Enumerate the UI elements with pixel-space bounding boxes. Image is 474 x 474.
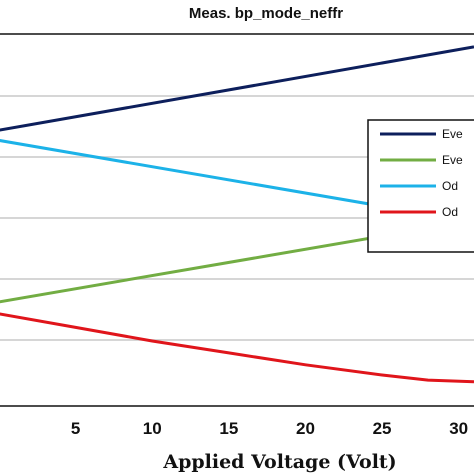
legend: Eve Eve Od Od [367,119,474,253]
legend-label-3: Od [442,179,458,193]
x-axis-label: Applied Voltage (Volt) [162,451,396,473]
x-tick-label: 30 [449,419,468,438]
plot-area [0,33,474,407]
series-line-4 [0,312,474,384]
x-tick-label: 15 [219,419,238,438]
chart-title: Meas. bp_mode_neffr [189,5,343,22]
series-line-1 [0,45,474,132]
legend-label-4: Od [442,205,458,219]
x-ticks: 5 10 15 20 25 30 [71,419,468,438]
x-tick-label: 5 [71,419,80,438]
x-tick-label: 20 [296,419,315,438]
x-tick-label: 25 [373,419,392,438]
legend-label-1: Eve [442,127,463,141]
x-tick-label: 10 [143,419,162,438]
legend-label-2: Eve [442,153,463,167]
